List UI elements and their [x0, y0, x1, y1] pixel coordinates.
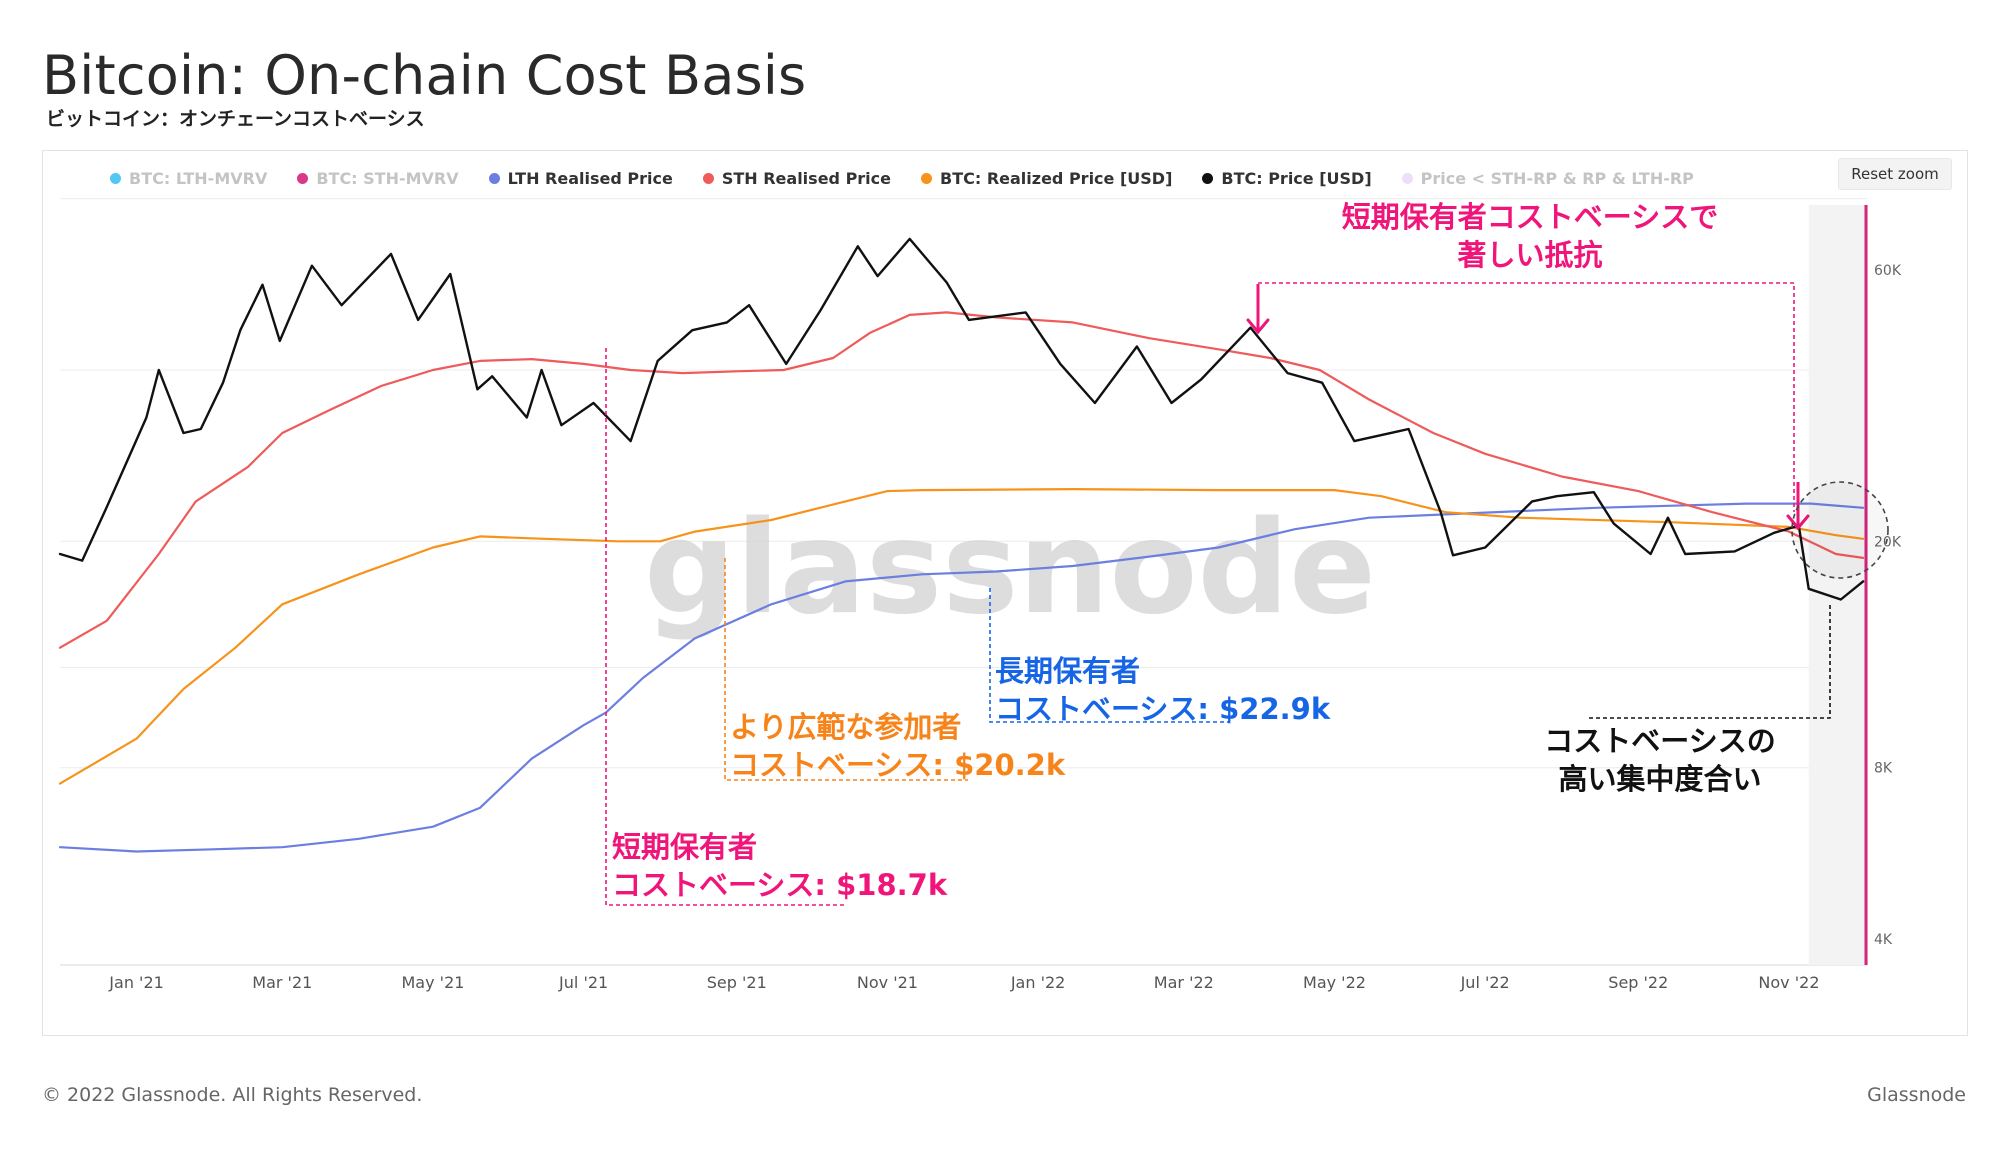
x-tick-label: Sep '22 [1608, 973, 1668, 992]
legend-label: LTH Realised Price [507, 168, 673, 188]
annotation-sth-cost-line1: 短期保有者 [612, 830, 758, 864]
x-tick-label: Jul '22 [1460, 973, 1510, 992]
annotation-sth-resistance-line2: 著しい抵抗 [1457, 238, 1603, 272]
annotation-realized-cost: より広範な参加者 コストベーシス: $20.2k [730, 708, 1065, 784]
legend-item[interactable]: Price < STH-RP & RP & LTH-RP [1401, 166, 1694, 190]
footer-brand: Glassnode [1867, 1084, 1966, 1106]
legend-marker-icon [1202, 172, 1214, 184]
annotation-lth-cost: 長期保有者 コストベーシス: $22.9k [995, 652, 1330, 728]
watermark-text: glassnode [644, 494, 1376, 643]
y-tick-label: 8K [1874, 761, 1893, 777]
x-tick-label: Jan '22 [1010, 973, 1066, 992]
page-subtitle: ビットコイン：オンチェーンコストベーシス [46, 108, 425, 130]
annotation-realized-cost-line2: コストベーシス: $20.2k [730, 748, 1066, 782]
annotation-realized-cost-line1: より広範な参加者 [730, 710, 962, 744]
x-tick-label: Nov '21 [857, 973, 918, 992]
concentration-leader [1588, 605, 1831, 719]
annotation-concentration-line1: コストベーシスの [1544, 724, 1776, 758]
x-tick-label: May '22 [1303, 973, 1366, 992]
series-line [58, 237, 1865, 601]
current-resistance-arrow-icon-head [1786, 514, 1810, 531]
resistance-arrow-icon-head [1246, 318, 1270, 335]
chart-frame [42, 150, 1968, 1036]
legend-marker-icon [297, 172, 309, 184]
sth-cost-leader [605, 348, 846, 906]
x-tick-label: May '21 [402, 973, 465, 992]
legend-item[interactable]: BTC: Price [USD] [1202, 166, 1372, 190]
x-tick-label: Jul '21 [558, 973, 608, 992]
legend-marker-icon [702, 172, 714, 184]
annotation-lth-cost-line1: 長期保有者 [995, 654, 1141, 688]
lth-cost-leader [989, 588, 1230, 723]
legend-item[interactable]: STH Realised Price [702, 166, 891, 190]
x-tick-label: Sep '21 [707, 973, 767, 992]
page-title: Bitcoin: On-chain Cost Basis [42, 44, 807, 107]
series-line [58, 488, 1865, 785]
legend-label: STH Realised Price [721, 168, 891, 188]
annotation-sth-cost-line2: コストベーシス: $18.7k [612, 868, 948, 902]
legend-item[interactable]: BTC: STH-MVRV [297, 166, 459, 190]
chart-legend: BTC: LTH-MVRV BTC: STH-MVRV LTH Realised P… [110, 166, 1694, 190]
x-tick-label: Jan '21 [108, 973, 164, 992]
annotation-sth-cost: 短期保有者 コストベーシス: $18.7k [612, 828, 947, 904]
legend-marker-icon [488, 172, 500, 184]
reset-zoom-button[interactable]: Reset zoom [1838, 158, 1952, 190]
legend-label: Price < STH-RP & RP & LTH-RP [1420, 168, 1694, 188]
legend-item[interactable]: BTC: LTH-MVRV [110, 166, 267, 190]
x-tick-label: Nov '22 [1758, 973, 1819, 992]
x-tick-label: Mar '22 [1154, 973, 1214, 992]
resistance-bracket [1258, 282, 1795, 512]
legend-label: BTC: STH-MVRV [316, 168, 459, 188]
legend-label: BTC: Price [USD] [1221, 168, 1372, 188]
legend-item[interactable]: LTH Realised Price [488, 166, 673, 190]
copyright: © 2022 Glassnode. All Rights Reserved. [42, 1084, 423, 1106]
legend-label: BTC: Realized Price [USD] [940, 168, 1173, 188]
y-tick-label: 60K [1874, 263, 1902, 279]
legend-item[interactable]: BTC: Realized Price [USD] [921, 166, 1172, 190]
x-tick-label: Mar '21 [252, 973, 312, 992]
y-tick-label: 20K [1874, 534, 1902, 550]
convergence-circle [1791, 481, 1889, 579]
legend-marker-icon [1401, 172, 1413, 184]
annotation-concentration-line2: 高い集中度合い [1558, 762, 1762, 796]
series-line [58, 311, 1865, 649]
annotation-concentration: コストベーシスの 高い集中度合い [1520, 722, 1800, 798]
legend-marker-icon [921, 172, 932, 184]
legend-marker-icon [110, 172, 121, 184]
annotation-lth-cost-line2: コストベーシス: $22.9k [995, 692, 1331, 726]
y-tick-label: 4K [1874, 932, 1893, 948]
annotation-sth-resistance: 短期保有者コストベーシスで 著しい抵抗 [1330, 198, 1730, 274]
legend-label: BTC: LTH-MVRV [129, 168, 268, 188]
annotation-sth-resistance-line1: 短期保有者コストベーシスで [1341, 200, 1719, 234]
series-line [58, 502, 1865, 853]
realized-cost-leader [724, 558, 968, 781]
